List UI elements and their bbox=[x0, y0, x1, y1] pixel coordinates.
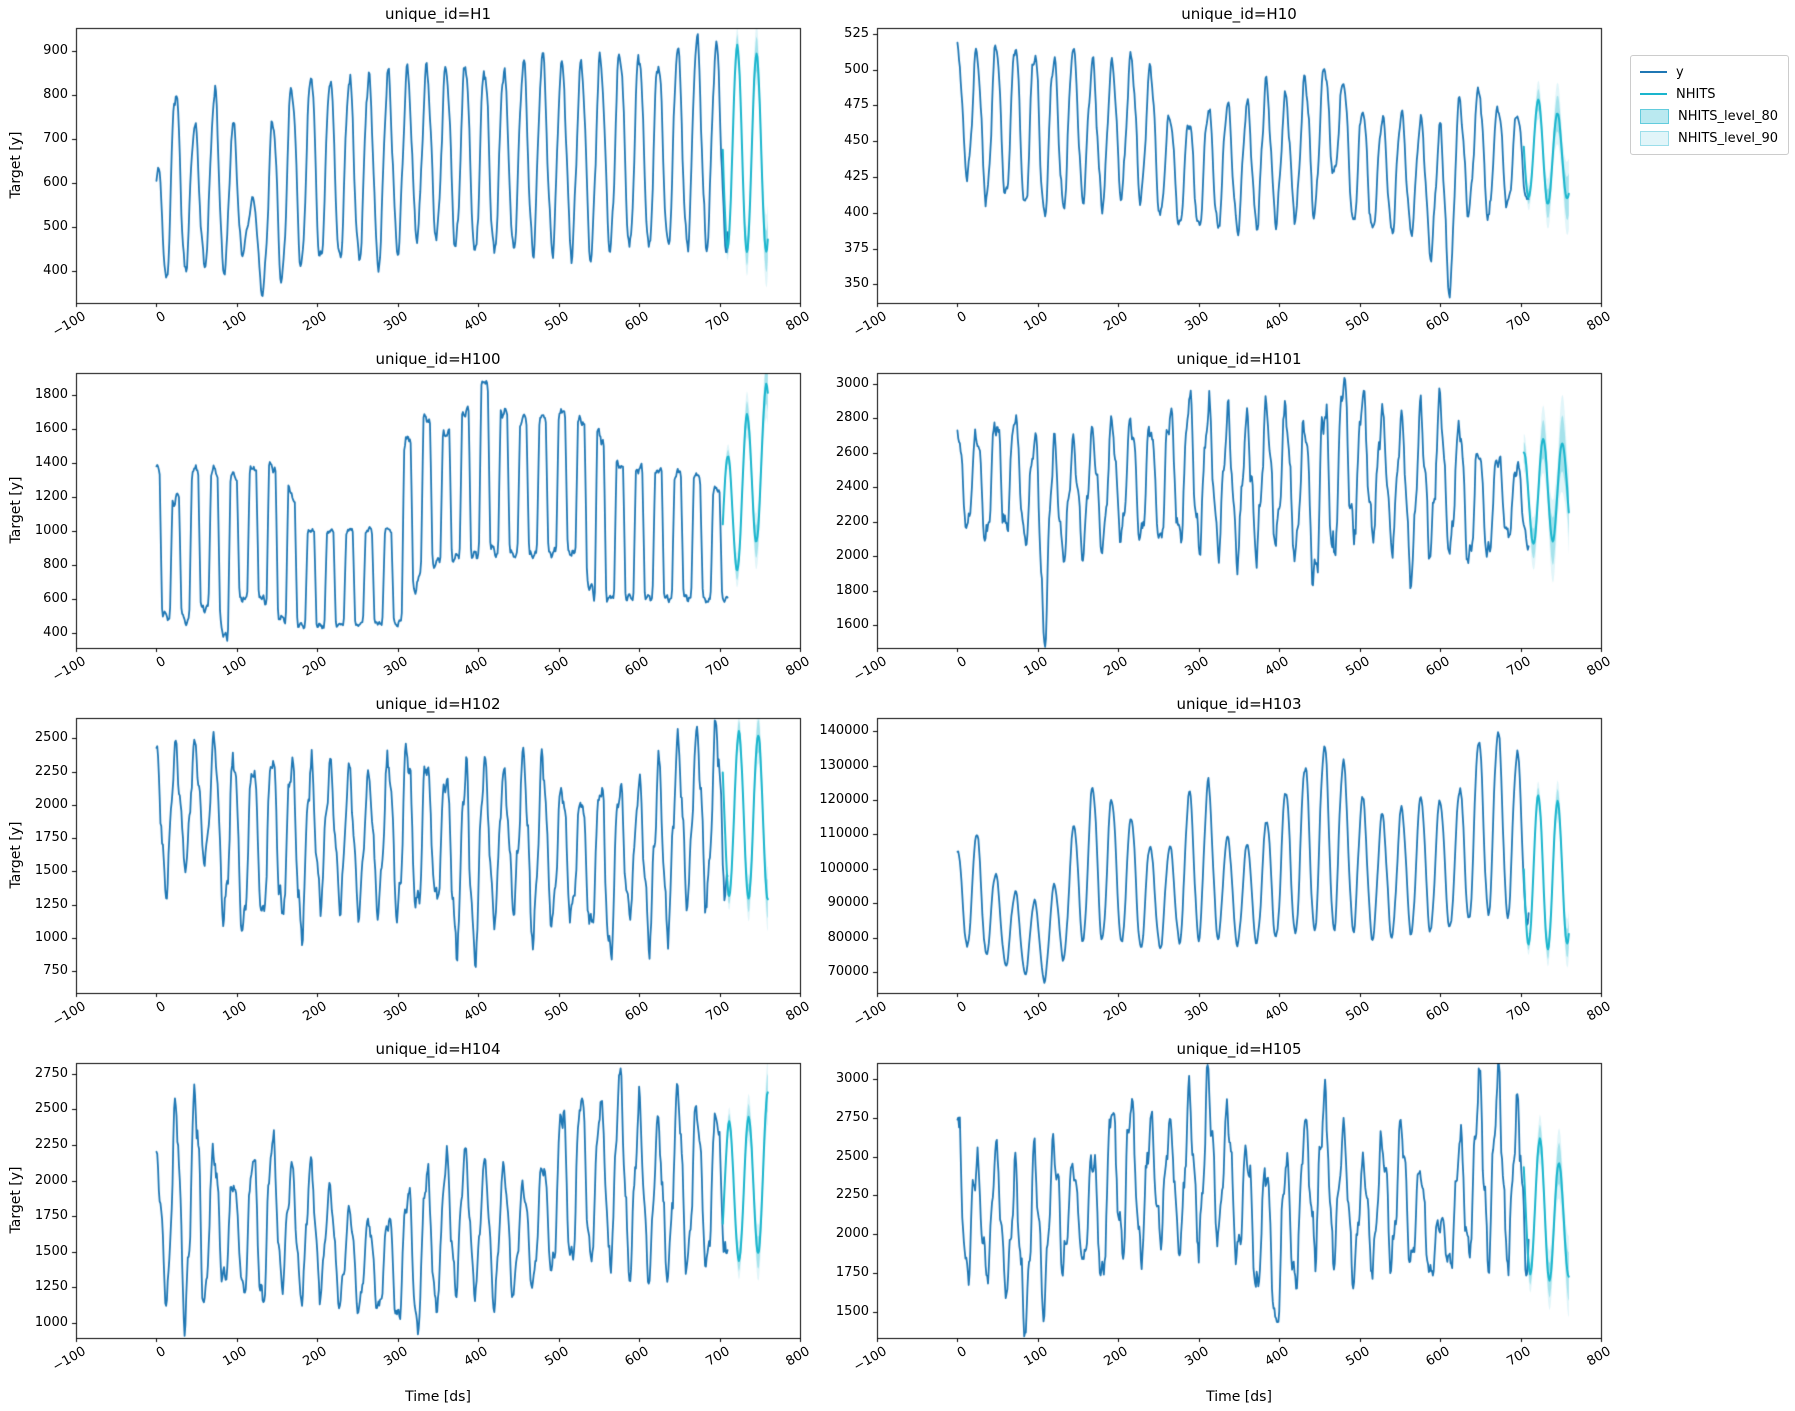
y-tick-label: 425 bbox=[844, 168, 869, 184]
y-tick-label: 500 bbox=[844, 61, 869, 77]
y-tick-label: 2250 bbox=[34, 1136, 68, 1152]
subplot-title-h100: unique_id=H100 bbox=[375, 350, 501, 368]
y-tick-label: 1000 bbox=[34, 930, 68, 946]
y-tick-label: 2600 bbox=[835, 444, 869, 460]
y-tick-label: 2000 bbox=[835, 1226, 869, 1242]
legend-item-level80: NHITS_level_80 bbox=[1640, 108, 1778, 124]
y-tick-label: 1800 bbox=[835, 582, 869, 598]
y-tick-label: 600 bbox=[43, 175, 68, 191]
y-tick-label: 3000 bbox=[835, 1071, 869, 1087]
y-tick-label: 800 bbox=[43, 86, 68, 102]
y-tick-label: 1000 bbox=[34, 522, 68, 538]
subplot-title-h104: unique_id=H104 bbox=[375, 1040, 501, 1058]
y-tick-label: 1750 bbox=[835, 1264, 869, 1280]
y-tick-label: 1750 bbox=[34, 830, 68, 846]
subplot-title-h103: unique_id=H103 bbox=[1176, 695, 1302, 713]
y-tick-label: 2400 bbox=[835, 479, 869, 495]
legend: y NHITS NHITS_level_80 NHITS_level_90 bbox=[1630, 55, 1789, 155]
y-tick-label: 1750 bbox=[34, 1208, 68, 1224]
level90-patch-swatch bbox=[1640, 130, 1669, 146]
y-tick-label: 2250 bbox=[34, 763, 68, 779]
y-tick-label: 400 bbox=[43, 624, 68, 640]
legend-label-nhits: NHITS bbox=[1676, 86, 1716, 102]
y-tick-label: 90000 bbox=[827, 895, 869, 911]
y-tick-label: 800 bbox=[43, 556, 68, 572]
x-axis-label-left: Time [ds] bbox=[405, 1389, 471, 1405]
subplot-title-h102: unique_id=H102 bbox=[375, 695, 501, 713]
y-tick-label: 110000 bbox=[819, 826, 869, 842]
y-line-swatch bbox=[1640, 71, 1667, 73]
y-tick-label: 525 bbox=[844, 25, 869, 41]
y-tick-label: 350 bbox=[844, 276, 869, 292]
y-tick-label: 700 bbox=[43, 131, 68, 147]
y-tick-label: 400 bbox=[43, 263, 68, 279]
legend-item-nhits: NHITS bbox=[1640, 86, 1778, 102]
subplot-title-h10: unique_id=H10 bbox=[1181, 5, 1297, 23]
y-tick-label: 1500 bbox=[835, 1303, 869, 1319]
y-tick-label: 750 bbox=[43, 963, 68, 979]
y-tick-label: 1500 bbox=[34, 1243, 68, 1259]
y-tick-label: 2250 bbox=[835, 1187, 869, 1203]
y-tick-label: 450 bbox=[844, 133, 869, 149]
y-tick-label: 1200 bbox=[34, 488, 68, 504]
nhits-line-swatch bbox=[1640, 93, 1667, 95]
legend-item-y: y bbox=[1640, 64, 1778, 80]
legend-item-level90: NHITS_level_90 bbox=[1640, 130, 1778, 146]
y-tick-label: 80000 bbox=[827, 929, 869, 945]
y-tick-label: 2800 bbox=[835, 410, 869, 426]
y-tick-label: 400 bbox=[844, 204, 869, 220]
legend-label-level80: NHITS_level_80 bbox=[1678, 108, 1778, 124]
y-tick-label: 2750 bbox=[835, 1110, 869, 1125]
y-tick-label: 900 bbox=[43, 42, 68, 58]
y-tick-label: 1000 bbox=[34, 1315, 68, 1331]
y-tick-label: 2000 bbox=[34, 1172, 68, 1188]
y-tick-label: 2500 bbox=[34, 730, 68, 746]
y-tick-label: 2750 bbox=[34, 1065, 68, 1081]
subplot-title-h105: unique_id=H105 bbox=[1176, 1040, 1302, 1058]
y-tick-label: 1250 bbox=[34, 1279, 68, 1295]
y-tick-label: 2000 bbox=[835, 548, 869, 564]
y-tick-label: 1600 bbox=[835, 617, 869, 633]
y-tick-label: 3000 bbox=[835, 375, 869, 391]
y-tick-label: 500 bbox=[43, 219, 68, 235]
y-tick-label: 2200 bbox=[835, 513, 869, 529]
subplot-title-h101: unique_id=H101 bbox=[1176, 350, 1302, 368]
y-tick-label: 475 bbox=[844, 97, 869, 113]
legend-label-y: y bbox=[1676, 64, 1684, 80]
subplot-title-h1: unique_id=H1 bbox=[384, 5, 492, 23]
y-tick-label: 130000 bbox=[819, 757, 869, 773]
y-tick-label: 120000 bbox=[819, 792, 869, 808]
y-tick-label: 2500 bbox=[34, 1101, 68, 1117]
y-tick-label: 375 bbox=[844, 240, 869, 256]
y-tick-label: 2500 bbox=[835, 1148, 869, 1164]
level80-patch-swatch bbox=[1640, 108, 1669, 124]
y-tick-label: 1500 bbox=[34, 863, 68, 879]
y-tick-label: 1250 bbox=[34, 896, 68, 912]
x-axis-label-right: Time [ds] bbox=[1206, 1389, 1272, 1405]
y-tick-label: 600 bbox=[43, 590, 68, 606]
y-tick-label: 2000 bbox=[34, 796, 68, 812]
y-tick-label: 100000 bbox=[819, 860, 869, 876]
y-tick-label: 140000 bbox=[819, 723, 869, 739]
legend-label-level90: NHITS_level_90 bbox=[1678, 130, 1778, 146]
y-tick-label: 70000 bbox=[827, 964, 869, 980]
y-tick-label: 1800 bbox=[34, 387, 68, 403]
y-tick-label: 1400 bbox=[34, 454, 68, 470]
y-tick-label: 1600 bbox=[34, 421, 68, 437]
